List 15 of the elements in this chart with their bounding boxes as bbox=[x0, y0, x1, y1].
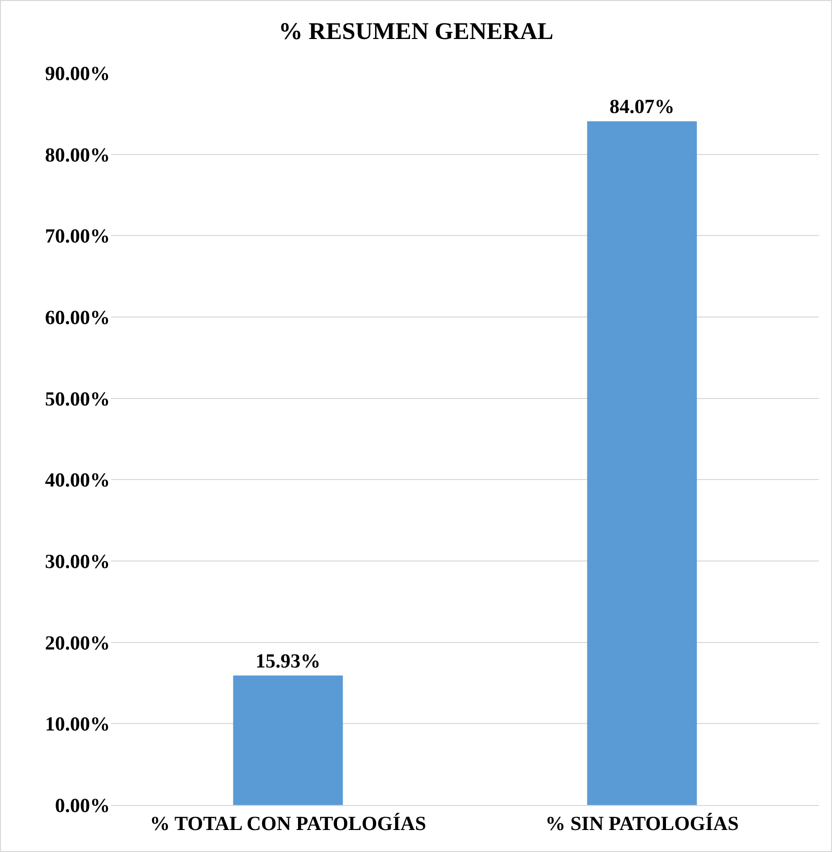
y-tick-label: 90.00% bbox=[45, 63, 110, 85]
x-tick-label: % SIN PATOLOGÍAS bbox=[545, 812, 739, 835]
y-tick-label: 50.00% bbox=[45, 388, 110, 410]
y-tick-label: 70.00% bbox=[45, 226, 110, 248]
y-tick-label: 40.00% bbox=[45, 470, 110, 492]
y-tick-label: 20.00% bbox=[45, 632, 110, 654]
x-tick-label: % TOTAL CON PATOLOGÍAS bbox=[150, 812, 426, 835]
data-label: 84.07% bbox=[610, 96, 674, 118]
y-tick-label: 0.00% bbox=[55, 795, 110, 817]
y-tick-label: 60.00% bbox=[45, 307, 110, 329]
data-label: 15.93% bbox=[256, 650, 320, 672]
y-tick-label: 10.00% bbox=[45, 714, 110, 736]
y-tick-label: 30.00% bbox=[45, 551, 110, 573]
chart-title: % RESUMEN GENERAL bbox=[278, 19, 554, 46]
y-tick-label: 80.00% bbox=[45, 144, 110, 166]
